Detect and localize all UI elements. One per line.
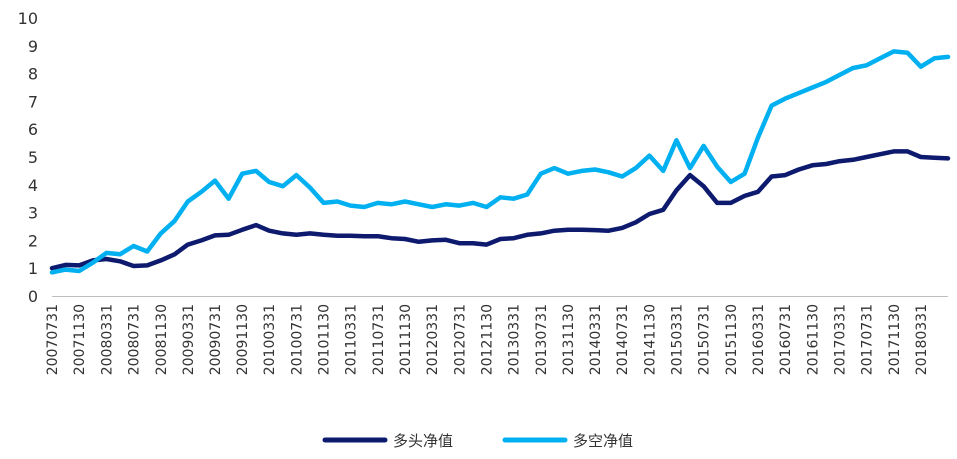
x-tick-label: 20130331 (507, 304, 523, 375)
series-line-0 (49, 149, 951, 271)
series-line-1 (49, 49, 951, 275)
x-tick-label: 20110331 (344, 304, 360, 375)
x-tick-label: 20110731 (371, 304, 387, 375)
x-tick-label: 20161130 (805, 304, 821, 375)
x-tick-label: 20091130 (235, 304, 251, 375)
y-axis: 0 1 2 3 4 5 6 7 8 9 10 (18, 9, 38, 306)
y-tick-label: 8 (28, 65, 38, 84)
x-tick-label: 20080331 (99, 304, 115, 375)
x-tick-label: 20171130 (887, 304, 903, 375)
x-tick-label: 20090331 (181, 304, 197, 375)
series-layer (49, 49, 951, 275)
y-tick-label: 0 (28, 287, 38, 306)
x-tick-label: 20170731 (860, 304, 876, 375)
y-tick-label: 10 (18, 9, 38, 28)
x-tick-label: 20111130 (398, 304, 414, 375)
x-tick-label: 20121130 (480, 304, 496, 375)
x-tick-label: 20151130 (724, 304, 740, 375)
x-tick-label: 20160331 (751, 304, 767, 375)
x-tick-label: 20150331 (669, 304, 685, 375)
y-tick-label: 6 (28, 120, 38, 139)
x-tick-label: 20100331 (262, 304, 278, 375)
legend-label: 多头净值 (393, 432, 453, 450)
x-tick-label: 20141130 (642, 304, 658, 375)
x-tick-label: 20170331 (832, 304, 848, 375)
x-tick-label: 20140731 (615, 304, 631, 375)
x-tick-label: 20130731 (534, 304, 550, 375)
x-tick-label: 20090731 (208, 304, 224, 375)
legend-label: 多空净值 (573, 432, 633, 450)
x-tick-label: 20160731 (778, 304, 794, 375)
y-tick-label: 2 (28, 231, 38, 250)
y-tick-label: 5 (28, 148, 38, 167)
x-tick-label: 20080731 (127, 304, 143, 375)
x-tick-label: 20070731 (45, 304, 61, 375)
legend: 多头净值 多空净值 (322, 432, 633, 450)
x-tick-label: 20150731 (697, 304, 713, 375)
x-tick-label: 20131130 (561, 304, 577, 375)
x-tick-label: 20120331 (425, 304, 441, 375)
x-tick-label: 20180331 (914, 304, 930, 375)
x-axis: 20070731 20071130 20080331 20080731 20081130… (45, 296, 948, 375)
x-tick-label: 20071130 (72, 304, 88, 375)
y-tick-label: 7 (28, 92, 38, 111)
y-tick-label: 1 (28, 259, 38, 278)
y-tick-label: 3 (28, 204, 38, 223)
y-tick-label: 4 (28, 176, 38, 195)
y-tick-label: 9 (28, 37, 38, 56)
x-tick-label: 20120731 (452, 304, 468, 375)
x-tick-label: 20081130 (154, 304, 170, 375)
x-tick-label: 20140331 (588, 304, 604, 375)
x-tick-label: 20100731 (289, 304, 305, 375)
x-tick-label: 20101130 (317, 304, 333, 375)
